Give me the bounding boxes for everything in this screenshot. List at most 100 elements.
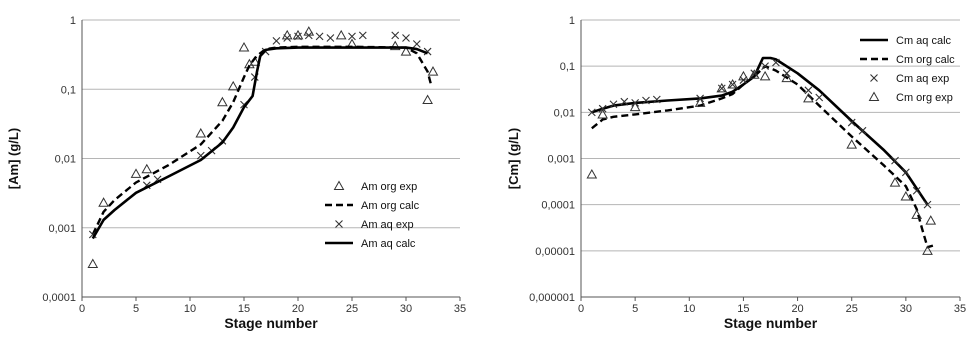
x-tick-label: 15: [238, 303, 250, 315]
data-point: [781, 72, 793, 83]
series-line: [591, 64, 934, 249]
x-tick-label: 30: [900, 303, 912, 315]
data-point: [272, 36, 281, 45]
data-point: [238, 42, 250, 52]
series-am-aq-calc: [91, 46, 429, 240]
data-point: [759, 70, 771, 81]
x-tick-label: 5: [632, 303, 638, 315]
data-point: [889, 177, 901, 187]
data-point: [912, 186, 921, 195]
legend-label: Am aq calc: [361, 238, 416, 250]
legend-swatch: [868, 91, 880, 101]
x-axis-title: Stage number: [724, 315, 818, 331]
data-point: [858, 126, 867, 135]
y-tick-label: 0,01: [554, 107, 575, 119]
data-point: [422, 94, 433, 104]
data-point: [598, 104, 607, 113]
series-am-org-calc: [91, 45, 432, 236]
series-line: [91, 46, 429, 240]
y-axis-title: [Cm] (g/L): [506, 128, 521, 189]
data-point: [901, 168, 910, 177]
y-tick-label: 0,001: [547, 154, 575, 166]
data-point: [217, 96, 228, 107]
data-point: [597, 108, 609, 119]
series-cm-aq-calc: [591, 56, 929, 206]
y-tick-label: 0,0001: [42, 292, 76, 304]
data-point: [846, 139, 858, 149]
data-point: [130, 168, 142, 178]
x-tick-label: 30: [400, 303, 412, 315]
data-point: [335, 29, 347, 40]
y-tick-label: 1: [70, 15, 76, 27]
data-point: [694, 97, 706, 107]
data-point: [609, 100, 618, 109]
data-point: [141, 163, 153, 174]
data-point: [195, 127, 207, 138]
series-cm-aq-exp: [587, 58, 932, 209]
data-point: [922, 245, 933, 255]
y-tick-label: 1: [569, 15, 575, 27]
x-tick-label: 0: [578, 303, 584, 315]
y-tick-label: 0,01: [55, 154, 76, 166]
x-tick-label: 20: [791, 303, 803, 315]
data-point: [326, 34, 335, 42]
legend-label: Cm aq calc: [896, 35, 952, 47]
data-point: [815, 93, 824, 102]
data-point: [925, 215, 937, 225]
data-point: [652, 95, 661, 104]
y-tick-label: 0,001: [48, 223, 76, 235]
data-point: [358, 31, 367, 40]
legend-label: Cm aq exp: [896, 73, 949, 85]
data-point: [804, 86, 813, 95]
y-tick-label: 0,00001: [535, 246, 575, 258]
data-point: [761, 62, 769, 71]
legend: Cm aq calc Cm org calc Cm aq exp Cm org exp: [860, 35, 955, 104]
y-tick-label: 0,0001: [541, 200, 575, 212]
data-point: [389, 40, 401, 51]
data-point: [586, 168, 598, 179]
data-point: [847, 118, 856, 127]
data-point: [748, 69, 760, 79]
data-point: [227, 80, 239, 91]
x-tick-label: 20: [292, 303, 304, 315]
legend-label: Cm org exp: [896, 92, 953, 104]
legend-label: Am org exp: [361, 181, 417, 193]
data-point: [98, 197, 109, 207]
data-point: [716, 82, 728, 93]
data-point: [620, 97, 629, 106]
data-point: [294, 32, 302, 41]
x-tick-label: 35: [454, 303, 466, 315]
data-point: [911, 209, 923, 219]
x-tick-label: 25: [846, 303, 858, 315]
y-tick-label: 0,1: [61, 84, 76, 96]
data-point: [315, 32, 324, 41]
data-point: [292, 29, 304, 40]
x-axis-title: Stage number: [224, 315, 318, 331]
data-point: [427, 66, 439, 76]
x-tick-label: 10: [184, 303, 196, 315]
data-point: [283, 34, 292, 42]
data-point: [304, 31, 313, 40]
legend-label: Am org calc: [361, 200, 420, 212]
data-point: [717, 84, 726, 93]
data-point: [348, 32, 356, 41]
series-cm-org-calc: [591, 64, 934, 249]
y-axis-title: [Am] (g/L): [6, 128, 21, 189]
x-tick-label: 0: [79, 303, 85, 315]
data-point: [303, 26, 315, 36]
data-point: [412, 40, 421, 48]
x-tick-label: 35: [954, 303, 966, 315]
data-point: [423, 47, 432, 56]
data-point: [281, 29, 293, 40]
legend-label: Cm org calc: [896, 54, 955, 66]
data-point: [738, 70, 749, 81]
series-cm-org-exp: [586, 69, 937, 255]
y-tick-label: 0,1: [560, 61, 575, 73]
legend-swatch: [870, 74, 878, 82]
data-point: [923, 200, 932, 209]
x-tick-label: 15: [737, 303, 749, 315]
data-point: [772, 58, 780, 67]
data-point: [727, 79, 738, 89]
legend: Am org exp Am org calc Am aq exp Am aq calc: [325, 180, 420, 250]
